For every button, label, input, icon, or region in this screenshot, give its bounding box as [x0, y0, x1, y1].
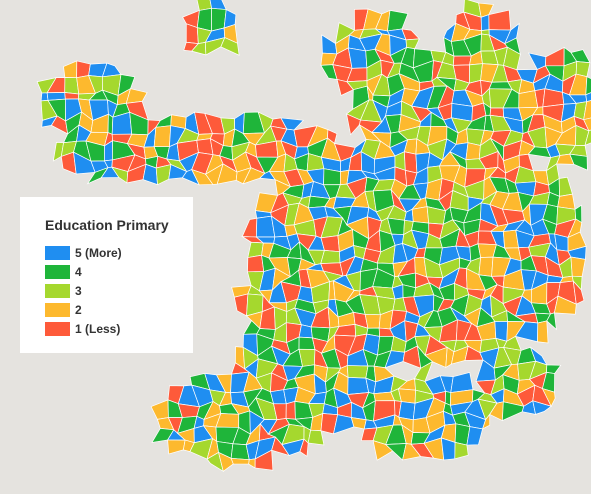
map-region [403, 151, 418, 174]
legend-swatch [45, 264, 70, 279]
map-region [532, 400, 552, 415]
map-region [247, 254, 265, 273]
map-region [518, 90, 539, 109]
map-region [466, 426, 483, 446]
map-region [150, 399, 169, 420]
map-region [285, 400, 296, 420]
map-region [142, 163, 158, 186]
map-region [230, 457, 250, 465]
map-region [64, 92, 80, 100]
map-region [196, 7, 212, 32]
map-region [241, 217, 258, 238]
legend-item: 3 [45, 281, 193, 300]
map-region [347, 47, 368, 69]
map-region [545, 46, 565, 67]
map-region [155, 164, 172, 186]
map-region [220, 37, 240, 56]
map-region [450, 371, 474, 393]
map-region [398, 401, 416, 421]
map-region [465, 142, 481, 161]
map-region [347, 377, 370, 395]
map-region [364, 314, 381, 329]
legend-swatch [45, 283, 70, 298]
map-region [323, 168, 341, 186]
map-region [307, 429, 325, 446]
map-region [546, 364, 562, 374]
legend-swatch [45, 245, 70, 260]
map-region [480, 14, 490, 32]
map-region [405, 38, 420, 50]
legend-item: 4 [45, 262, 193, 281]
legend-swatch [45, 302, 70, 317]
map-region [488, 9, 512, 31]
map-region [558, 176, 573, 197]
map-region [554, 233, 569, 252]
map-region [537, 320, 549, 344]
legend-label: 1 (Less) [75, 321, 121, 336]
map-region [570, 256, 586, 278]
map-region [320, 250, 341, 265]
legend-swatch [45, 321, 70, 336]
map-region [584, 129, 591, 146]
map-region [299, 438, 309, 457]
map-region [478, 256, 494, 277]
legend-item: 5 (More) [45, 243, 193, 262]
map-region [254, 449, 274, 471]
map-region [553, 295, 577, 315]
map-region [585, 76, 591, 96]
map-region [233, 293, 249, 317]
map-region [546, 312, 557, 331]
map-region [572, 280, 585, 305]
map-region [541, 388, 556, 408]
map-region [320, 235, 340, 253]
map-region [454, 441, 469, 460]
map-region [167, 439, 186, 455]
map-region [346, 365, 369, 379]
map-region [583, 100, 591, 121]
legend-item: 1 (Less) [45, 319, 193, 338]
legend-title: Education Primary [45, 217, 169, 233]
map-region [182, 9, 200, 29]
legend-item: 2 [45, 300, 193, 319]
map-region [583, 117, 591, 132]
map-region [387, 9, 409, 32]
map-region [494, 321, 508, 342]
map-region [321, 34, 338, 55]
legend-label: 3 [75, 283, 82, 298]
map-region [153, 125, 172, 148]
map-region [298, 324, 313, 339]
legend: Education Primary 5 (More) 4 3 2 1 (Less) [20, 197, 193, 353]
map-region [63, 60, 78, 79]
legend-items: 5 (More) 4 3 2 1 (Less) [45, 243, 193, 338]
map-region [411, 206, 430, 224]
map-region [398, 388, 416, 404]
legend-label: 2 [75, 302, 82, 317]
legend-label: 5 (More) [75, 245, 122, 260]
map-region [481, 413, 491, 430]
map-region [452, 55, 472, 66]
map-region [569, 153, 588, 171]
legend-label: 4 [75, 264, 82, 279]
map-region [248, 458, 256, 469]
